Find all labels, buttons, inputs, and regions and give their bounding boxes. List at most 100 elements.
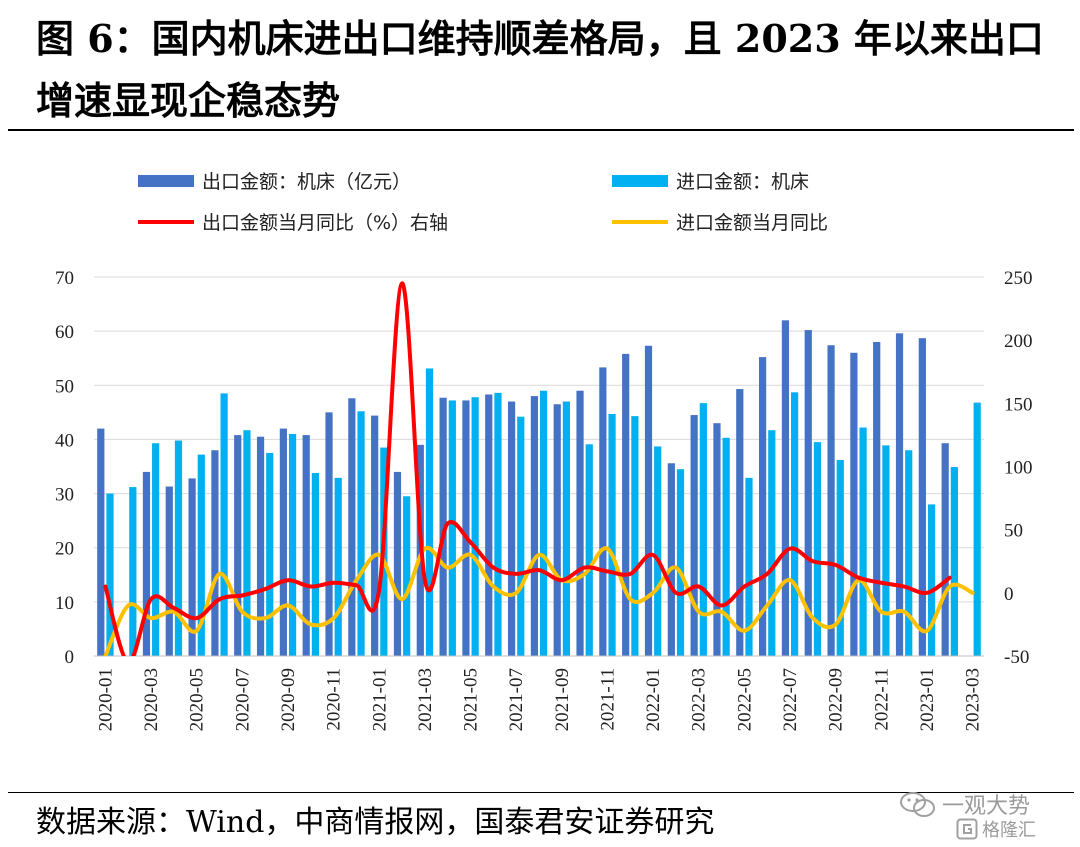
watermark: 一观大势 格隆汇 [892, 784, 1072, 844]
export-bar [713, 423, 721, 656]
legend-label: 出口金额当月同比（%）右轴 [202, 212, 448, 234]
watermark-brand: 格隆汇 [982, 820, 1036, 841]
export-bar [941, 443, 949, 656]
wechat-icon [900, 792, 935, 817]
import-bar [813, 442, 822, 656]
x-tick-label: 2021-07 [506, 668, 527, 731]
x-tick-label: 2022-03 [689, 668, 710, 731]
export-bar [507, 401, 516, 656]
import-bar [722, 437, 730, 656]
export-bar [622, 353, 630, 656]
export-bar [439, 397, 447, 656]
export-bar [348, 398, 356, 656]
import-bar [562, 401, 571, 656]
export-bar [211, 450, 219, 656]
import-bar [266, 452, 274, 656]
export-bar [462, 400, 470, 656]
export-bar [97, 428, 105, 656]
import-bar [654, 446, 662, 656]
import-bar [973, 402, 981, 656]
export-bar [302, 435, 310, 656]
x-tick-label: 2022-07 [780, 668, 801, 731]
import-bar [288, 434, 297, 656]
import-bar [471, 397, 479, 656]
import-bar [197, 454, 205, 656]
export-bar [918, 338, 926, 656]
export-bar [279, 428, 287, 656]
export-bar [690, 415, 698, 656]
x-tick-label: 2020-09 [278, 668, 299, 731]
legend-label: 出口金额：机床（亿元） [202, 171, 411, 193]
x-tick-label: 2023-03 [963, 668, 984, 731]
import-bar [403, 496, 411, 656]
y-right-tick-label: 200 [1004, 331, 1033, 352]
x-tick-label: 2021-03 [415, 668, 436, 731]
y-left-tick-label: 70 [55, 268, 74, 289]
export-bar [736, 389, 744, 656]
y-right-tick-label: 250 [1004, 268, 1033, 289]
x-tick-label: 2022-01 [643, 668, 664, 731]
source-divider [8, 792, 1074, 793]
import-bar [357, 411, 365, 656]
y-left-tick-label: 0 [65, 647, 75, 668]
x-tick-label: 2022-05 [734, 668, 755, 731]
import-bar [129, 487, 137, 656]
export-bar [873, 341, 881, 656]
x-tick-label: 2021-09 [552, 668, 573, 731]
export-bar [165, 486, 173, 656]
x-tick-label: 2021-01 [369, 668, 390, 731]
title-divider [8, 129, 1074, 131]
x-tick-label: 2021-11 [597, 668, 618, 731]
export-bar [371, 415, 379, 656]
export-bar [599, 367, 607, 656]
export-bar [827, 345, 835, 656]
export-bar [393, 471, 402, 656]
y-left-tick-label: 10 [55, 593, 74, 614]
import-bar [950, 467, 958, 656]
y-left-tick-label: 50 [55, 376, 74, 397]
import-bar [927, 504, 936, 656]
export-yoy-line [103, 281, 952, 656]
y-left-tick-label: 30 [55, 485, 74, 506]
import-bar [859, 427, 867, 656]
import-bar [174, 440, 183, 656]
import-bar [905, 450, 913, 656]
import-bar [882, 445, 890, 656]
y-right-tick-label: 150 [1004, 394, 1033, 415]
chart: 0 10 20 30 40 50 60 70 -50 0 50 100 150 200 250 2020-01… [55, 171, 1033, 731]
import-bar [540, 390, 548, 656]
legend-swatch [138, 175, 194, 187]
export-bar [850, 352, 858, 656]
export-bar [256, 436, 265, 656]
import-bar [836, 460, 844, 656]
export-bar [895, 333, 904, 656]
export-bar [667, 463, 675, 656]
y-right-tick-label: -50 [1004, 647, 1029, 668]
import-bar [243, 430, 251, 656]
export-bar [804, 330, 812, 656]
import-bar [494, 392, 502, 656]
import-yoy-line [103, 545, 975, 656]
legend-swatch [612, 175, 668, 187]
source-note: 数据来源：Wind，中商情报网，国泰君安证券研究 [36, 805, 715, 840]
export-bar [234, 435, 242, 656]
export-bar [759, 357, 767, 656]
y-right-tick-label: 100 [1004, 458, 1033, 479]
import-bar [768, 430, 776, 656]
x-tick-label: 2021-05 [461, 668, 482, 731]
import-bar [448, 400, 456, 656]
legend-label: 进口金额当月同比 [676, 212, 828, 234]
import-bar [676, 469, 685, 656]
figure-title: 图 6：国内机床进出口维持顺差格局，且 2023 年以来出口增速显现企稳态势 [36, 16, 1044, 123]
x-tick-label: 2020-03 [141, 668, 162, 731]
export-bar [781, 320, 790, 656]
x-tick-label: 2022-11 [871, 668, 892, 731]
x-tick-label: 2022-09 [826, 668, 847, 731]
import-bar [425, 368, 434, 656]
import-bar [152, 443, 160, 656]
y-left-tick-label: 20 [55, 539, 74, 560]
export-bar [325, 412, 333, 656]
x-tick-label: 2020-01 [95, 668, 116, 731]
legend-label: 进口金额：机床 [676, 171, 809, 193]
gelonghui-logo-icon [956, 818, 978, 840]
